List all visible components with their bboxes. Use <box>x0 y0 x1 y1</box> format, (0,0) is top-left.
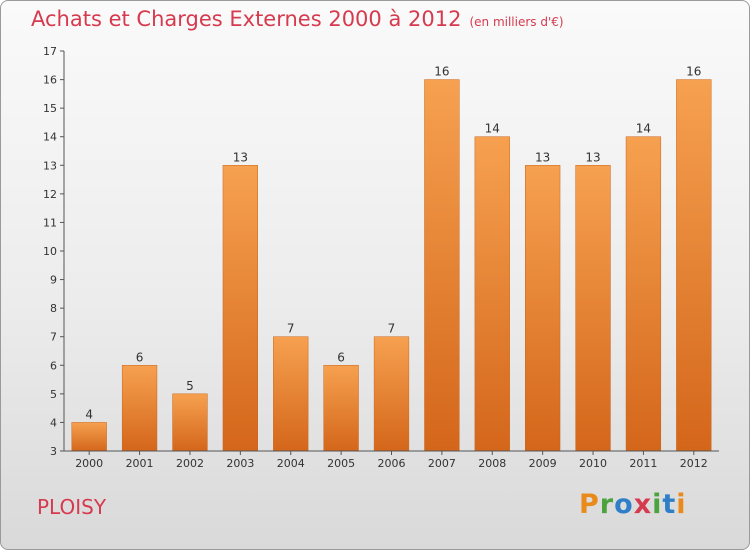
bar-2010 <box>575 165 611 452</box>
x-tick-label-2008: 2008 <box>478 457 506 470</box>
bar-2012 <box>676 79 712 452</box>
chart-title: Achats et Charges Externes 2000 à 2012 (e… <box>31 7 564 31</box>
y-tick-label: 11 <box>43 216 57 229</box>
logo-letter-o: o <box>614 489 634 520</box>
proxiti-logo: Proxiti <box>579 489 687 520</box>
logo-letter-r: r <box>599 489 615 520</box>
y-tick-label: 9 <box>50 274 57 287</box>
x-tick-label-2004: 2004 <box>277 457 305 470</box>
x-tick-label-2012: 2012 <box>680 457 708 470</box>
bar-2004 <box>273 336 309 452</box>
logo-letter-i2: i <box>676 489 687 520</box>
value-label-2001: 6 <box>136 350 144 364</box>
value-label-2008: 14 <box>485 122 500 136</box>
y-tick-label: 5 <box>50 388 57 401</box>
x-tick-label-2011: 2011 <box>629 457 657 470</box>
x-tick-label-2002: 2002 <box>176 457 204 470</box>
logo-letter-t: t <box>662 489 677 520</box>
chart-title-main: Achats et Charges Externes 2000 à 2012 <box>31 7 462 31</box>
value-label-2007: 16 <box>434 65 449 79</box>
bar-2007 <box>424 79 460 452</box>
x-tick-label-2010: 2010 <box>579 457 607 470</box>
chart-title-unit: (en milliers d'€) <box>469 15 564 29</box>
y-tick-label: 8 <box>50 302 57 315</box>
bar-2008 <box>474 136 510 452</box>
x-tick-label-2000: 2000 <box>75 457 103 470</box>
value-label-2004: 7 <box>287 322 295 336</box>
value-label-2006: 7 <box>388 322 396 336</box>
value-label-2012: 16 <box>686 65 701 79</box>
y-tick-label: 6 <box>50 359 57 372</box>
bar-2009 <box>525 165 561 452</box>
y-tick-label: 16 <box>43 74 57 87</box>
logo-letter-i1: i <box>652 489 663 520</box>
y-tick-label: 4 <box>50 416 57 429</box>
x-tick-label-2001: 2001 <box>126 457 154 470</box>
value-label-2000: 4 <box>85 407 93 421</box>
logo-letter-x: x <box>633 489 653 520</box>
y-tick-label: 17 <box>43 45 57 58</box>
logo-letter-p: P <box>579 489 600 520</box>
x-tick-label-2007: 2007 <box>428 457 456 470</box>
bar-2003 <box>222 165 258 452</box>
value-label-2010: 13 <box>585 150 600 164</box>
y-tick-label: 7 <box>50 331 57 344</box>
x-tick-label-2006: 2006 <box>378 457 406 470</box>
y-tick-label: 12 <box>43 188 57 201</box>
bar-2002 <box>172 393 208 452</box>
y-tick-label: 3 <box>50 445 57 458</box>
commune-name: PLOISY <box>37 495 107 519</box>
x-tick-label-2005: 2005 <box>327 457 355 470</box>
bar-2006 <box>373 336 410 452</box>
value-label-2011: 14 <box>636 122 651 136</box>
y-tick-label: 15 <box>43 102 57 115</box>
value-label-2009: 13 <box>535 150 550 164</box>
bar-2000 <box>71 422 107 452</box>
y-tick-label: 10 <box>43 245 57 258</box>
value-label-2005: 6 <box>337 350 345 364</box>
bar-2001 <box>121 365 158 452</box>
y-tick-label: 13 <box>43 159 57 172</box>
bar-2005 <box>323 365 359 452</box>
value-label-2002: 5 <box>186 379 194 393</box>
x-tick-label-2003: 2003 <box>226 457 254 470</box>
value-label-2003: 13 <box>233 150 248 164</box>
bar-2011 <box>625 136 662 452</box>
x-tick-label-2009: 2009 <box>529 457 557 470</box>
y-tick-label: 14 <box>43 131 57 144</box>
